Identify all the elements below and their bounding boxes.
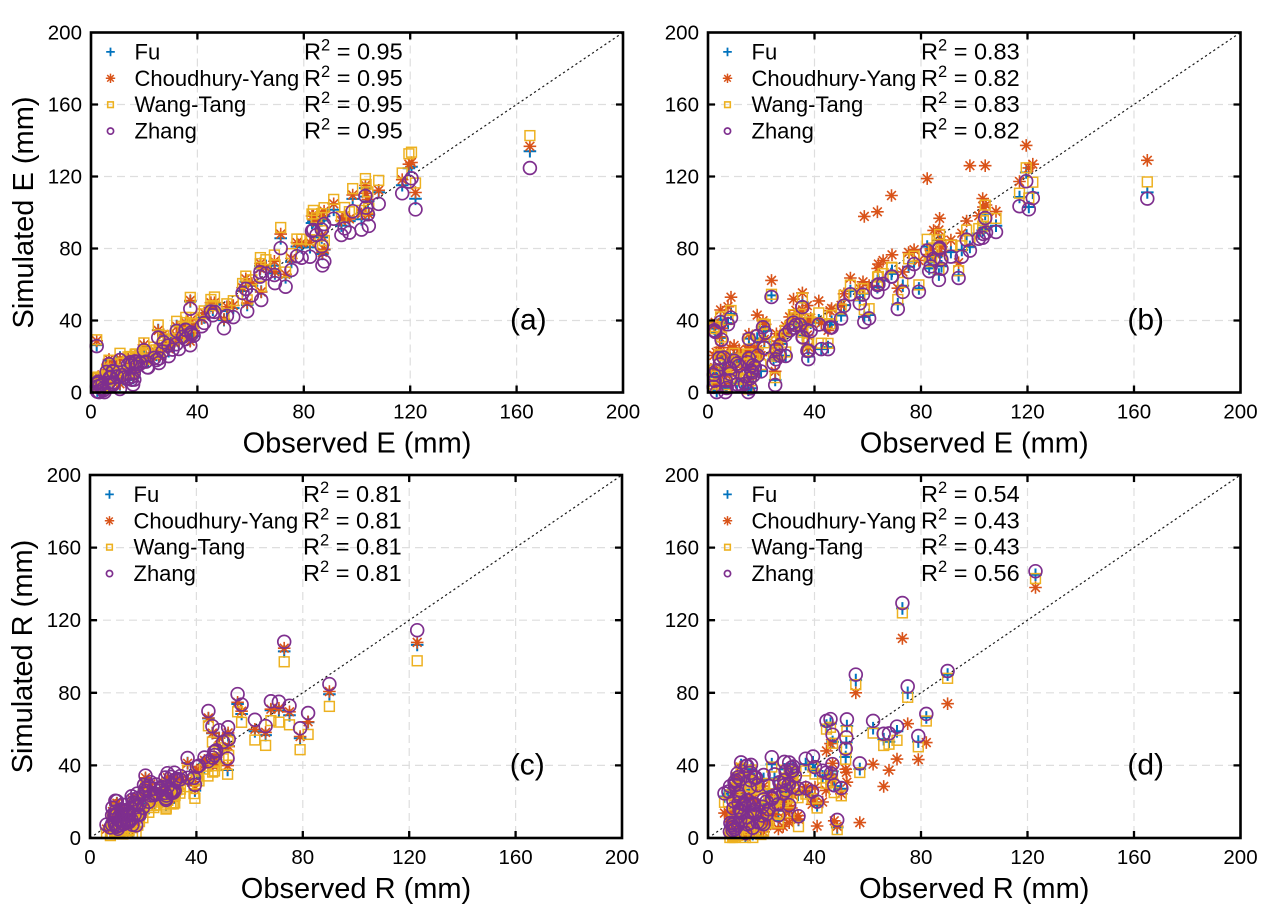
svg-text:200: 200 bbox=[1223, 401, 1257, 424]
svg-text:Choudhury-Yang: Choudhury-Yang bbox=[752, 508, 917, 533]
svg-text:R2 = 0.95: R2 = 0.95 bbox=[304, 116, 403, 144]
svg-text:40: 40 bbox=[186, 401, 209, 424]
svg-text:Observed R (mm): Observed R (mm) bbox=[241, 873, 471, 905]
svg-text:R2 = 0.54: R2 = 0.54 bbox=[921, 479, 1020, 507]
svg-text:120: 120 bbox=[393, 401, 427, 424]
svg-text:Zhang: Zhang bbox=[752, 561, 814, 586]
svg-text:Simulated E (mm): Simulated E (mm) bbox=[8, 96, 40, 328]
svg-text:120: 120 bbox=[1010, 846, 1044, 869]
svg-text:Wang-Tang: Wang-Tang bbox=[752, 535, 864, 560]
svg-text:Simulated R (mm): Simulated R (mm) bbox=[7, 540, 39, 774]
svg-text:R2 = 0.43: R2 = 0.43 bbox=[921, 505, 1020, 533]
svg-text:(a): (a) bbox=[510, 304, 547, 337]
svg-text:Observed E (mm): Observed E (mm) bbox=[860, 428, 1089, 460]
svg-text:80: 80 bbox=[58, 682, 81, 705]
svg-text:40: 40 bbox=[676, 754, 699, 777]
svg-text:R2 = 0.43: R2 = 0.43 bbox=[921, 532, 1020, 560]
svg-text:40: 40 bbox=[803, 846, 826, 869]
svg-text:200: 200 bbox=[665, 22, 699, 45]
svg-text:200: 200 bbox=[665, 464, 699, 487]
svg-text:120: 120 bbox=[47, 609, 81, 632]
svg-text:160: 160 bbox=[1117, 846, 1151, 869]
svg-text:0: 0 bbox=[70, 827, 81, 850]
svg-text:120: 120 bbox=[48, 166, 82, 189]
svg-text:Wang-Tang: Wang-Tang bbox=[752, 92, 864, 117]
svg-text:R2 = 0.95: R2 = 0.95 bbox=[304, 89, 403, 117]
svg-text:120: 120 bbox=[1010, 401, 1044, 424]
svg-text:0: 0 bbox=[688, 827, 699, 850]
svg-text:R2 = 0.95: R2 = 0.95 bbox=[304, 36, 403, 64]
svg-text:40: 40 bbox=[185, 846, 208, 869]
svg-text:160: 160 bbox=[47, 537, 81, 560]
svg-text:Choudhury-Yang: Choudhury-Yang bbox=[752, 66, 917, 91]
svg-text:160: 160 bbox=[48, 94, 82, 117]
svg-text:R2 = 0.81: R2 = 0.81 bbox=[303, 558, 402, 586]
svg-text:40: 40 bbox=[676, 310, 699, 333]
svg-text:0: 0 bbox=[702, 846, 713, 869]
svg-text:80: 80 bbox=[910, 846, 933, 869]
svg-text:R2 = 0.83: R2 = 0.83 bbox=[921, 36, 1020, 64]
svg-text:0: 0 bbox=[85, 401, 96, 424]
svg-text:120: 120 bbox=[665, 609, 699, 632]
svg-text:40: 40 bbox=[58, 754, 81, 777]
svg-text:(c): (c) bbox=[510, 749, 545, 782]
svg-text:Fu: Fu bbox=[752, 482, 778, 507]
svg-text:200: 200 bbox=[48, 22, 82, 45]
svg-text:R2 = 0.81: R2 = 0.81 bbox=[303, 532, 402, 560]
svg-text:Observed E (mm): Observed E (mm) bbox=[243, 428, 472, 460]
svg-text:Zhang: Zhang bbox=[135, 119, 197, 144]
svg-text:160: 160 bbox=[665, 94, 699, 117]
svg-text:160: 160 bbox=[665, 537, 699, 560]
svg-text:Choudhury-Yang: Choudhury-Yang bbox=[134, 508, 299, 533]
svg-text:Fu: Fu bbox=[752, 39, 778, 64]
svg-text:Wang-Tang: Wang-Tang bbox=[134, 535, 246, 560]
svg-text:200: 200 bbox=[605, 846, 639, 869]
svg-text:120: 120 bbox=[392, 846, 426, 869]
svg-text:200: 200 bbox=[47, 464, 81, 487]
svg-text:40: 40 bbox=[59, 310, 82, 333]
svg-text:0: 0 bbox=[71, 382, 82, 405]
svg-text:Wang-Tang: Wang-Tang bbox=[135, 92, 247, 117]
svg-text:0: 0 bbox=[84, 846, 95, 869]
svg-text:R2 = 0.82: R2 = 0.82 bbox=[921, 116, 1020, 144]
svg-text:R2 = 0.56: R2 = 0.56 bbox=[921, 558, 1020, 586]
svg-text:(d): (d) bbox=[1127, 749, 1164, 782]
svg-text:Zhang: Zhang bbox=[134, 561, 196, 586]
svg-text:R2 = 0.83: R2 = 0.83 bbox=[921, 89, 1020, 117]
svg-text:120: 120 bbox=[665, 166, 699, 189]
svg-text:200: 200 bbox=[606, 401, 640, 424]
svg-text:Choudhury-Yang: Choudhury-Yang bbox=[135, 66, 300, 91]
svg-text:R2 = 0.81: R2 = 0.81 bbox=[303, 479, 402, 507]
svg-text:80: 80 bbox=[292, 401, 315, 424]
svg-text:Zhang: Zhang bbox=[752, 119, 814, 144]
svg-text:Observed R (mm): Observed R (mm) bbox=[859, 873, 1089, 905]
svg-text:Fu: Fu bbox=[135, 39, 161, 64]
svg-text:80: 80 bbox=[291, 846, 314, 869]
svg-text:(b): (b) bbox=[1127, 304, 1164, 337]
svg-text:Fu: Fu bbox=[134, 482, 160, 507]
svg-text:R2 = 0.82: R2 = 0.82 bbox=[921, 63, 1020, 91]
svg-text:160: 160 bbox=[498, 846, 532, 869]
svg-text:160: 160 bbox=[499, 401, 533, 424]
svg-text:R2 = 0.95: R2 = 0.95 bbox=[304, 63, 403, 91]
svg-text:R2 = 0.81: R2 = 0.81 bbox=[303, 505, 402, 533]
svg-text:40: 40 bbox=[803, 401, 826, 424]
svg-text:0: 0 bbox=[688, 382, 699, 405]
svg-text:200: 200 bbox=[1223, 846, 1257, 869]
svg-text:80: 80 bbox=[59, 238, 82, 261]
svg-text:160: 160 bbox=[1117, 401, 1151, 424]
svg-text:80: 80 bbox=[910, 401, 933, 424]
svg-text:0: 0 bbox=[702, 401, 713, 424]
svg-text:80: 80 bbox=[676, 238, 699, 261]
svg-text:80: 80 bbox=[676, 682, 699, 705]
